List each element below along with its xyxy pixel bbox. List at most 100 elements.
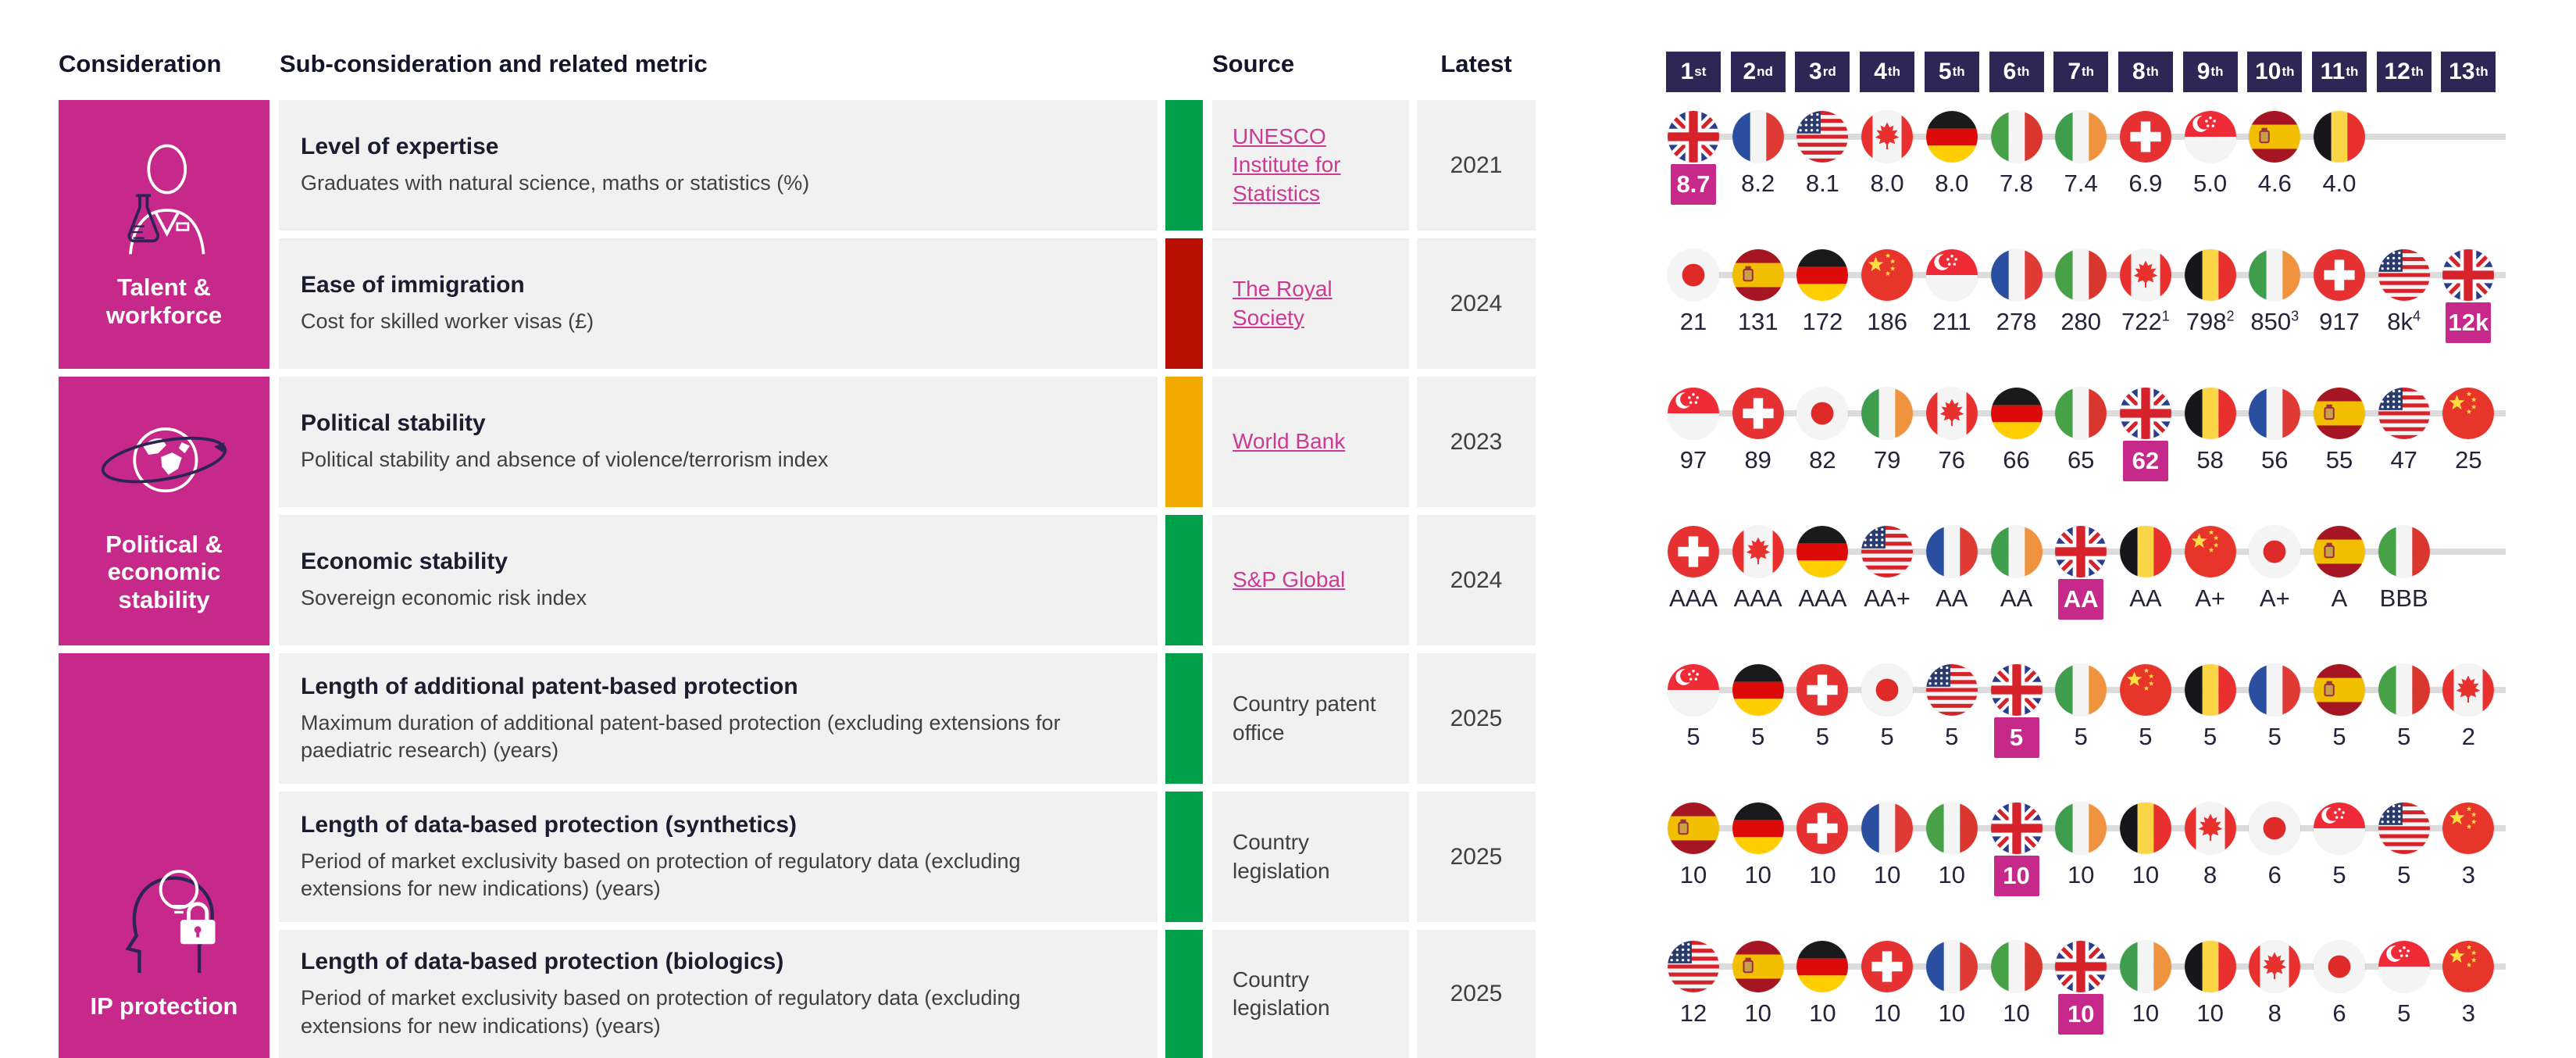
metric-title: Level of expertise: [301, 134, 499, 160]
flag-france-icon: [1861, 802, 1914, 854]
source-cell: Country legislation: [1212, 930, 1409, 1058]
rank-value: 8503: [2238, 308, 2311, 336]
status-indicator-bar: [1165, 515, 1203, 645]
rank-value-text: 8: [2203, 861, 2217, 888]
rank-value: 8k4: [2367, 308, 2441, 336]
rank-value: 6.9: [2109, 170, 2182, 198]
rank-value-text: BBB: [2379, 584, 2428, 612]
metric-description: Graduates with natural science, maths or…: [301, 171, 810, 195]
flag-france-icon: [2249, 388, 2301, 439]
rank-value: 8: [2174, 861, 2247, 889]
flag-usa-icon: [1925, 664, 1978, 716]
rank-value-text: 5: [2332, 723, 2346, 750]
rank-value-text: 4.6: [2257, 170, 2292, 197]
latest-year: 2025: [1450, 843, 1503, 870]
flag-ireland-icon: [2055, 111, 2107, 163]
flag-italy-icon: [2378, 526, 2430, 577]
flag-china-icon: [2442, 388, 2495, 439]
flag-italy-icon: [2055, 388, 2107, 439]
rank-value-text: 8.1: [1805, 170, 1839, 197]
rank-value-text: 6: [2267, 861, 2282, 888]
rank-value-text: 58: [2196, 446, 2224, 474]
rank-value-text: 186: [1867, 308, 1907, 335]
rank-value: 6: [2303, 999, 2376, 1028]
latest-year: 2025: [1450, 705, 1503, 731]
flag-ireland-icon: [2119, 941, 2171, 992]
metric-row-7: Length of data-based protection (biologi…: [279, 930, 1158, 1058]
rank-value-text: 10: [1744, 999, 1771, 1027]
rank-value-text: AAA: [1733, 584, 1782, 612]
rank-value: 10: [1657, 861, 1730, 889]
rank-value-highlighted: 62: [2122, 441, 2168, 481]
rank-value: 10: [1915, 861, 1989, 889]
latest-cell: 2025: [1417, 653, 1536, 784]
rank-value-text: 47: [2390, 446, 2417, 474]
flag-china-icon: [2442, 802, 2495, 854]
rank-value: AAA: [1657, 584, 1730, 613]
rank-value: 10: [1786, 999, 1859, 1028]
metric-row-3: Political stability Political stability a…: [279, 377, 1158, 507]
rank-value: 10: [2109, 861, 2182, 889]
rank-value-text: AA: [2000, 584, 2033, 612]
source-link[interactable]: The Royal Society: [1233, 277, 1333, 330]
rank-value-text: AA+: [1864, 584, 1911, 612]
status-indicator-bar: [1165, 377, 1203, 507]
flag-japan-icon: [1796, 388, 1849, 439]
flag-belgium-icon: [2184, 941, 2236, 992]
status-indicator-bar: [1165, 792, 1203, 922]
metric-description: Period of market exclusivity based on pr…: [301, 849, 1021, 900]
rank-value: 8.2: [1721, 170, 1795, 198]
source-link[interactable]: UNESCO Institute for Statistics: [1233, 123, 1341, 206]
rank-value-text: 4.0: [2322, 170, 2357, 197]
source-link[interactable]: World Bank: [1233, 429, 1346, 454]
flag-germany-icon: [1990, 388, 2043, 439]
flag-uk-icon: [1668, 111, 1719, 163]
source-header: Source: [1212, 50, 1295, 77]
flag-ireland-icon: [1861, 388, 1914, 439]
rank-value-text: AA: [2063, 585, 2099, 613]
metric-description: Maximum duration of additional patent-ba…: [301, 710, 1061, 762]
rank-value-text: 5: [1686, 723, 1700, 750]
rank-value: AA: [1915, 584, 1989, 613]
rank-value: 5: [2303, 723, 2376, 751]
rank-number: 6: [2003, 59, 2017, 84]
rank-value: 82: [1786, 446, 1859, 474]
rank-value: 65: [2044, 446, 2118, 474]
rank-value-text: 10: [1809, 861, 1836, 888]
metric-title: Ease of immigration: [301, 272, 525, 298]
rank-value-text: A+: [2195, 584, 2225, 612]
rank-value: 55: [2303, 446, 2376, 474]
footnote-marker: 2: [2226, 308, 2235, 324]
flag-uk-icon: [2055, 941, 2107, 992]
rank-number: 7: [2068, 59, 2081, 84]
rank-value-text: 89: [1744, 446, 1771, 474]
rank-value: 131: [1721, 308, 1795, 336]
status-indicator-bar: [1165, 930, 1203, 1058]
rank-value-text: 5: [2074, 723, 2088, 750]
flag-singapore-icon: [1668, 664, 1719, 716]
rank-value: 25: [2432, 446, 2505, 474]
rank-value-text: 6.9: [2128, 170, 2163, 197]
rank-value-text: 10: [1938, 861, 1966, 888]
flag-france-icon: [2249, 664, 2301, 716]
flag-usa-icon: [1668, 941, 1719, 992]
rank-value-text: 10: [2196, 999, 2224, 1027]
flag-germany-icon: [1796, 526, 1849, 577]
rank-value: 5: [2303, 861, 2376, 889]
source-text: Country legislation: [1233, 967, 1330, 1020]
latest-year: 2024: [1450, 290, 1503, 316]
rank-value-text: 10: [2003, 862, 2030, 889]
rank-value-text: 76: [1938, 446, 1966, 474]
rank-value: 7.4: [2044, 170, 2118, 198]
flag-usa-icon: [1861, 526, 1914, 577]
source-link[interactable]: S&P Global: [1233, 567, 1346, 592]
rank-value: 47: [2367, 446, 2441, 474]
rank-value: 4.6: [2238, 170, 2311, 198]
rank-value-text: 10: [2132, 861, 2160, 888]
rank-value-text: 850: [2250, 308, 2292, 335]
flag-uk-icon: [1990, 664, 2043, 716]
rank-value-text: 5: [2332, 861, 2346, 888]
